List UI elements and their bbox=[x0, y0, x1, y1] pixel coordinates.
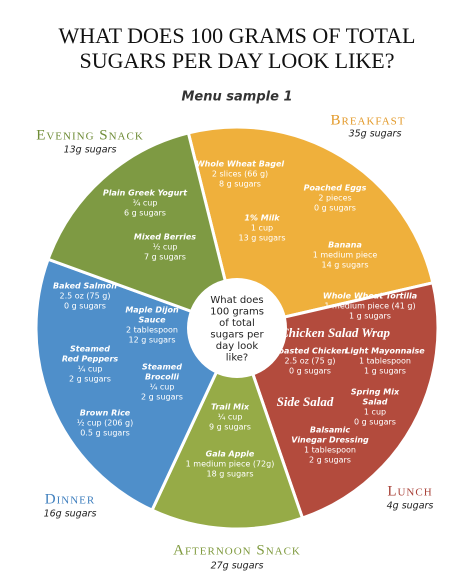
meal-label: Lunch bbox=[387, 483, 432, 499]
item-name: Red Peppers bbox=[62, 355, 119, 364]
item-detail: 1 cup bbox=[364, 408, 386, 417]
meal-wedge bbox=[34, 257, 240, 513]
item-detail: 18 g sugars bbox=[206, 470, 253, 479]
item-detail: ¼ cup bbox=[218, 413, 243, 422]
item-name: Maple Dijon bbox=[125, 306, 179, 315]
item-name: Baked Salmon bbox=[53, 282, 117, 291]
item-detail: ¾ cup bbox=[133, 199, 158, 208]
title-line: WHAT DOES 100 GRAMS OF TOTAL bbox=[59, 23, 416, 48]
item-detail: 1 g sugars bbox=[349, 312, 391, 321]
item-detail: 0 g sugars bbox=[314, 204, 356, 213]
meal-label: Evening Snack bbox=[36, 127, 144, 143]
item-name: Sauce bbox=[138, 316, 166, 325]
meal-sugars: 27g sugars bbox=[211, 561, 264, 572]
item-name: Whole Wheat Bagel bbox=[196, 160, 285, 169]
item-detail: 1 medium piece (72g) bbox=[186, 460, 275, 469]
item-detail: 1 medium piece (41 g) bbox=[324, 302, 415, 311]
item-name: Banana bbox=[328, 241, 362, 250]
meal-wedge bbox=[186, 125, 435, 330]
item-name: Poached Eggs bbox=[304, 184, 367, 193]
meal-wedge bbox=[46, 131, 240, 331]
item-detail: 1 cup bbox=[251, 224, 273, 233]
center-text: sugars per bbox=[210, 330, 264, 341]
meal-label: Breakfast bbox=[330, 112, 405, 128]
item-detail: 1 tablespoon bbox=[359, 357, 411, 366]
item-detail: 13 g sugars bbox=[238, 234, 285, 243]
center-text: What does bbox=[210, 295, 263, 306]
item-name: Light Mayonnaise bbox=[345, 347, 425, 356]
meal-sugars: 16g sugars bbox=[44, 509, 97, 520]
item-name: Roasted Chicken bbox=[273, 347, 348, 356]
item-heading: Chicken Salad Wrap bbox=[280, 325, 391, 340]
subtitle: Menu sample 1 bbox=[182, 90, 293, 105]
item-name: Brown Rice bbox=[80, 409, 131, 418]
meal-sugars: 4g sugars bbox=[387, 501, 434, 512]
item-name: 1% Milk bbox=[244, 214, 280, 223]
item-name: Vinegar Dressing bbox=[291, 436, 369, 445]
center-text: day look bbox=[216, 341, 259, 352]
item-detail: ¼ cup bbox=[150, 383, 175, 392]
item-name: Trail Mix bbox=[211, 403, 250, 412]
item-detail: 1 medium piece bbox=[313, 251, 378, 260]
meal-wedge bbox=[150, 324, 305, 531]
meal-sugars: 13g sugars bbox=[64, 145, 117, 156]
center-text: 100 grams bbox=[210, 307, 264, 318]
item-detail: ½ cup (206 g) bbox=[77, 419, 134, 428]
item-name: Whole Wheat Tortilla bbox=[323, 292, 417, 301]
center-text: like? bbox=[226, 353, 248, 364]
item-detail: 1 g sugars bbox=[364, 367, 406, 376]
item-detail: 0 g sugars bbox=[64, 302, 106, 311]
item-detail: ½ cup bbox=[153, 243, 178, 252]
item-detail: 14 g sugars bbox=[321, 261, 368, 270]
item-heading: Side Salad bbox=[277, 394, 334, 409]
item-detail: 2 g sugars bbox=[309, 456, 351, 465]
item-detail: 0 g sugars bbox=[289, 367, 331, 376]
item-detail: 2 slices (66 g) bbox=[212, 170, 268, 179]
center-text: of total bbox=[219, 318, 255, 329]
item-detail: 0 g sugars bbox=[354, 418, 396, 427]
meal-label: Afternoon Snack bbox=[173, 542, 301, 558]
item-detail: 2 g sugars bbox=[141, 393, 183, 402]
item-detail: 2.5 oz (75 g) bbox=[285, 357, 336, 366]
item-detail: 0.5 g sugars bbox=[80, 429, 130, 438]
meal-sugars: 35g sugars bbox=[349, 129, 402, 140]
item-name: Balsamic bbox=[310, 426, 350, 435]
item-name: Mixed Berries bbox=[134, 233, 196, 242]
item-detail: 2 g sugars bbox=[69, 375, 111, 384]
item-detail: 8 g sugars bbox=[219, 180, 261, 189]
item-detail: 2 pieces bbox=[318, 194, 351, 203]
item-detail: 6 g sugars bbox=[124, 209, 166, 218]
item-detail: 2.5 oz (75 g) bbox=[60, 292, 111, 301]
title-line: SUGARS PER DAY LOOK LIKE? bbox=[80, 48, 395, 73]
meal-wedge bbox=[235, 280, 440, 520]
item-name: Spring Mix bbox=[351, 388, 400, 397]
item-detail: 12 g sugars bbox=[128, 336, 175, 345]
item-detail: ¼ cup bbox=[78, 365, 103, 374]
item-detail: 1 tablespoon bbox=[304, 446, 356, 455]
item-name: Brocolli bbox=[145, 373, 179, 382]
item-name: Plain Greek Yogurt bbox=[103, 189, 188, 198]
center-circle bbox=[187, 278, 287, 378]
item-detail: 2 tablespoon bbox=[126, 326, 178, 335]
meal-label: Dinner bbox=[45, 491, 95, 507]
item-name: Steamed bbox=[70, 345, 110, 354]
item-detail: 9 g sugars bbox=[209, 423, 251, 432]
item-name: Gala Apple bbox=[206, 450, 255, 459]
item-name: Steamed bbox=[142, 363, 182, 372]
item-detail: 7 g sugars bbox=[144, 253, 186, 262]
item-name: Salad bbox=[362, 398, 387, 407]
